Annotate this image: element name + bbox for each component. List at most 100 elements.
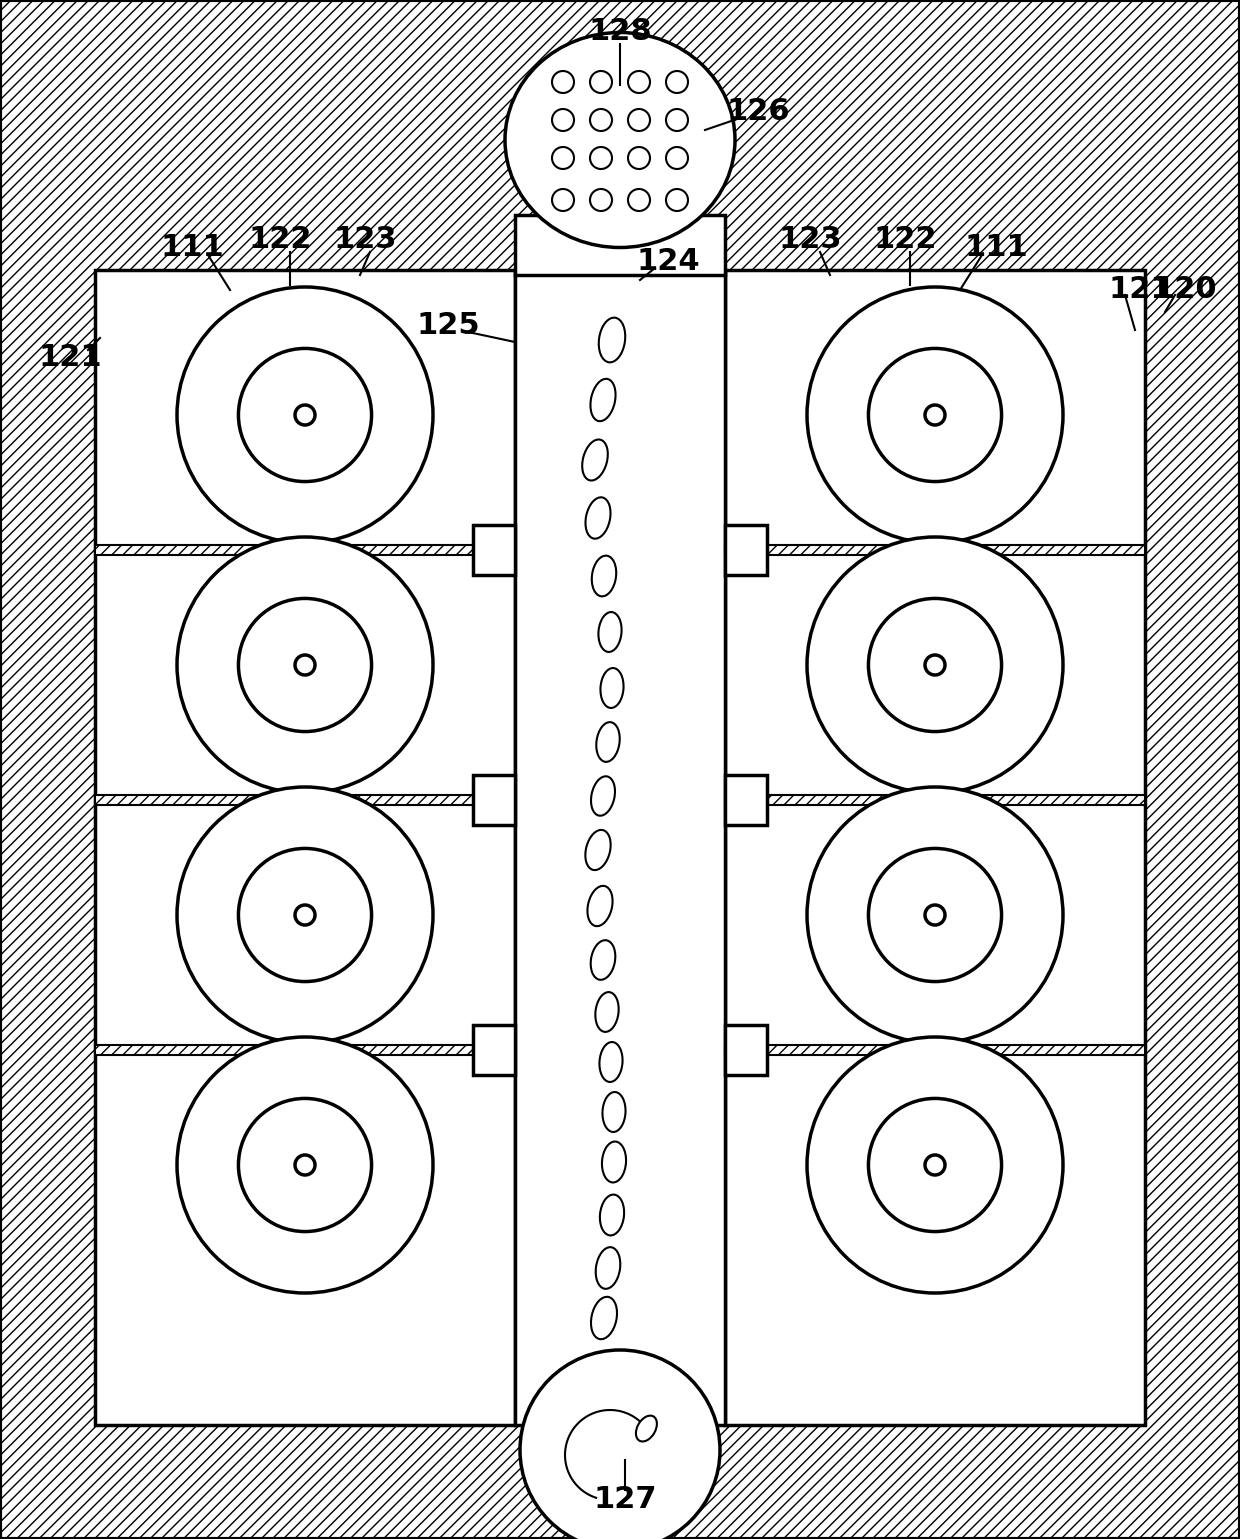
Bar	[725, 776, 768, 825]
Wedge shape	[935, 537, 1063, 793]
Ellipse shape	[603, 1093, 625, 1133]
Ellipse shape	[505, 32, 735, 248]
Bar	[95, 796, 515, 805]
Circle shape	[590, 109, 613, 131]
Wedge shape	[935, 286, 1063, 543]
Circle shape	[868, 599, 1002, 731]
Circle shape	[520, 1350, 720, 1539]
Ellipse shape	[600, 668, 624, 708]
Ellipse shape	[636, 1416, 657, 1442]
Wedge shape	[177, 786, 305, 1043]
Circle shape	[925, 1154, 945, 1174]
Bar	[472, 525, 515, 576]
Circle shape	[295, 405, 315, 425]
Circle shape	[925, 656, 945, 676]
Circle shape	[627, 109, 650, 131]
Bar	[95, 269, 515, 1425]
Circle shape	[627, 71, 650, 92]
Circle shape	[295, 656, 315, 676]
Ellipse shape	[596, 722, 620, 762]
Text: 126: 126	[727, 97, 790, 126]
Ellipse shape	[583, 440, 608, 480]
Circle shape	[807, 286, 1063, 543]
Bar	[95, 1045, 515, 1056]
Circle shape	[590, 71, 613, 92]
Circle shape	[552, 71, 574, 92]
Circle shape	[238, 348, 372, 482]
Circle shape	[552, 148, 574, 169]
Circle shape	[295, 1154, 315, 1174]
Ellipse shape	[599, 317, 625, 362]
Circle shape	[925, 905, 945, 925]
Circle shape	[868, 348, 1002, 482]
Ellipse shape	[590, 379, 615, 422]
Circle shape	[868, 1099, 1002, 1231]
Circle shape	[177, 286, 433, 543]
Wedge shape	[935, 1037, 1063, 1293]
Bar	[725, 796, 1145, 805]
Ellipse shape	[599, 613, 621, 653]
Text: 122: 122	[248, 226, 311, 254]
Circle shape	[666, 148, 688, 169]
Circle shape	[807, 1037, 1063, 1293]
Bar	[725, 545, 1145, 556]
Text: 125: 125	[417, 311, 480, 340]
Circle shape	[925, 405, 945, 425]
Ellipse shape	[585, 497, 610, 539]
Wedge shape	[935, 786, 1063, 1043]
Wedge shape	[177, 1037, 305, 1293]
Text: 120: 120	[1153, 275, 1216, 305]
Text: 121: 121	[1109, 275, 1172, 305]
Ellipse shape	[591, 556, 616, 597]
Circle shape	[552, 109, 574, 131]
Ellipse shape	[595, 993, 619, 1033]
Circle shape	[238, 599, 372, 731]
Text: 122: 122	[873, 226, 936, 254]
Text: 123: 123	[334, 226, 397, 254]
Circle shape	[295, 905, 315, 925]
Circle shape	[666, 71, 688, 92]
Circle shape	[666, 109, 688, 131]
Text: 124: 124	[636, 248, 699, 277]
Circle shape	[552, 189, 574, 211]
Ellipse shape	[595, 1247, 620, 1288]
Circle shape	[238, 1099, 372, 1231]
Ellipse shape	[590, 940, 615, 980]
Text: 123: 123	[779, 226, 842, 254]
Ellipse shape	[585, 830, 610, 870]
Circle shape	[868, 848, 1002, 982]
Bar	[472, 1025, 515, 1076]
Circle shape	[590, 148, 613, 169]
Ellipse shape	[599, 1042, 622, 1082]
Circle shape	[238, 848, 372, 982]
Wedge shape	[177, 537, 305, 793]
Circle shape	[177, 786, 433, 1043]
Circle shape	[807, 537, 1063, 793]
Ellipse shape	[591, 1297, 618, 1339]
Bar	[725, 269, 1145, 1425]
Ellipse shape	[600, 1194, 624, 1236]
Text: 111: 111	[160, 234, 224, 263]
Wedge shape	[177, 286, 305, 543]
Ellipse shape	[588, 886, 613, 926]
Bar	[95, 545, 515, 556]
Circle shape	[807, 786, 1063, 1043]
Circle shape	[627, 148, 650, 169]
Bar	[515, 215, 725, 275]
Bar	[515, 269, 725, 1425]
Text: 111: 111	[965, 234, 1028, 263]
Bar	[725, 1025, 768, 1076]
Ellipse shape	[601, 1142, 626, 1182]
Ellipse shape	[591, 776, 615, 816]
Bar	[725, 525, 768, 576]
Circle shape	[177, 1037, 433, 1293]
Circle shape	[666, 189, 688, 211]
Circle shape	[590, 189, 613, 211]
Circle shape	[627, 189, 650, 211]
Text: 127: 127	[593, 1485, 657, 1514]
Bar	[725, 1045, 1145, 1056]
Text: 121: 121	[38, 343, 102, 372]
Text: 128: 128	[588, 17, 652, 46]
Circle shape	[177, 537, 433, 793]
Bar	[472, 776, 515, 825]
